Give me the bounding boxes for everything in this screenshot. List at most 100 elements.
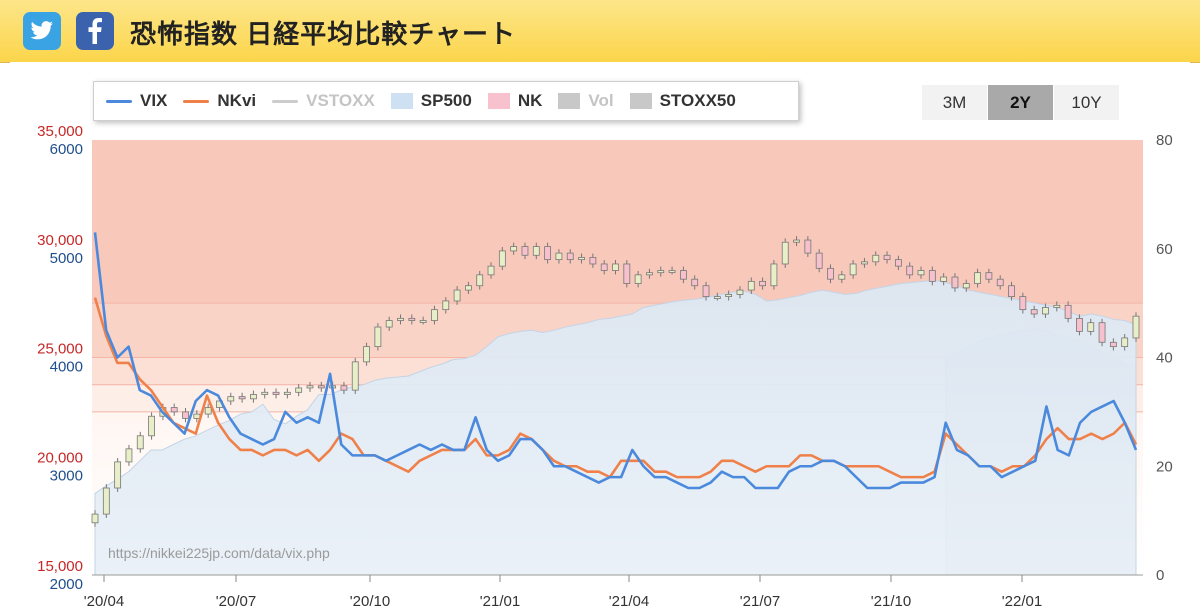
page-header: 恐怖指数 日経平均比較チャート (0, 0, 1200, 63)
nk-candle (1098, 318, 1106, 347)
nkvi-line (93, 297, 1138, 479)
sp500-area (94, 279, 1137, 576)
nk-candle (283, 388, 291, 399)
nk-candle (238, 392, 246, 403)
nk-candle (317, 381, 325, 392)
legend-item-vstoxx[interactable]: VSTOXX (272, 91, 375, 111)
nk-candle (419, 316, 427, 325)
nk-candle (747, 277, 755, 294)
nk-candle (1064, 301, 1072, 323)
x-axis-tick: '21/10 (871, 593, 911, 610)
nk-axis-tick: 25,000 (37, 341, 83, 358)
nk-candle (781, 238, 789, 268)
nk-candle (1109, 338, 1117, 351)
nk-candle (691, 275, 699, 290)
range-button-2y[interactable]: 2Y (988, 85, 1053, 120)
nk-candle (725, 290, 733, 301)
nk-candle (996, 275, 1004, 290)
x-axis-tick: '21/01 (480, 593, 520, 610)
nk-candle (102, 484, 110, 519)
sp500-axis-tick: 4000 (50, 359, 83, 376)
vix-axis-tick: 20 (1156, 458, 1173, 475)
nk-candle (634, 270, 642, 288)
vix-axis-tick: 0 (1156, 567, 1164, 584)
facebook-share-button[interactable] (76, 12, 114, 50)
nk-candle (1132, 312, 1140, 342)
legend-label: VIX (140, 91, 168, 110)
nk-candle (306, 381, 314, 392)
nk-candle (1121, 334, 1129, 351)
legend-item-nkvi[interactable]: NKvi (183, 91, 256, 111)
nk-candle (679, 266, 687, 284)
legend-swatch (390, 93, 413, 109)
twitter-share-button[interactable] (23, 12, 61, 50)
nk-candle (114, 457, 122, 492)
nk-candle (623, 260, 631, 288)
x-axis-tick: '20/10 (350, 593, 390, 610)
range-button-10y[interactable]: 10Y (1054, 85, 1119, 120)
nk-candle (578, 253, 585, 264)
legend-label: STOXX50 (659, 91, 736, 110)
x-axis-tick: '20/04 (84, 593, 124, 610)
vix-axis-tick: 80 (1156, 132, 1173, 149)
nk-candle (827, 264, 834, 284)
nk-candle (883, 251, 891, 264)
legend-item-sp500[interactable]: SP500 (390, 91, 472, 111)
nk-candle (759, 277, 766, 290)
nk-axis-tick: 20,000 (37, 449, 83, 466)
nk-candle (385, 316, 393, 331)
nk-candle (261, 388, 269, 399)
nk-candle (1030, 305, 1038, 318)
nk-candle (736, 286, 744, 299)
legend-item-vix[interactable]: VIX (106, 91, 167, 111)
nk-candle (476, 270, 484, 290)
nk-candle (1008, 281, 1015, 301)
sp500-axis-tick: 2000 (50, 576, 83, 593)
nk-candle (555, 249, 563, 264)
nk-candle (442, 297, 450, 314)
legend-swatch (183, 99, 210, 103)
nk-candle (566, 249, 574, 264)
nk-candle (906, 262, 914, 279)
nk-candle (453, 286, 461, 305)
nk-candle (498, 247, 506, 271)
nk-candle (544, 242, 552, 264)
nk-candle (487, 262, 495, 279)
range-button-3m[interactable]: 3M (922, 85, 987, 120)
legend-swatch (106, 99, 132, 103)
nk-candle (894, 255, 902, 271)
sp500-axis-tick: 6000 (50, 141, 83, 158)
legend-label: Vol (588, 91, 614, 110)
chart-legend: VIX NKvi VSTOXX SP500 NK Vol STOXX50 (93, 81, 799, 121)
nk-candle (600, 260, 608, 275)
nk-candle (917, 266, 925, 279)
nk-candle (951, 273, 959, 292)
nk-candle (702, 281, 710, 301)
nk-candle (713, 292, 721, 301)
nk-candle (646, 268, 653, 279)
legend-swatch (629, 93, 652, 109)
nk-candle (804, 236, 812, 258)
nk-candle (793, 236, 800, 247)
nk-candle (974, 268, 981, 288)
legend-item-vol[interactable]: Vol (558, 91, 614, 111)
legend-item-nk[interactable]: NK (487, 91, 543, 111)
nk-candle (849, 260, 857, 279)
legend-label: NK (517, 91, 543, 110)
vix-axis-tick: 60 (1156, 241, 1173, 258)
sp500-axis-tick: 5000 (50, 250, 83, 267)
watermark: https://nikkei225jp.com/data/vix.php (108, 545, 330, 561)
nk-candle (182, 407, 189, 423)
nk-candle (657, 266, 665, 277)
legend-item-stoxx50[interactable]: STOXX50 (629, 91, 736, 111)
nk-candle (1053, 301, 1061, 312)
twitter-icon (30, 21, 53, 40)
nk-candle (532, 242, 540, 260)
nk-candle (872, 251, 880, 266)
nk-candle (148, 412, 155, 440)
nk-candle (1087, 318, 1095, 336)
vix-line (93, 232, 1138, 490)
nk-candle (612, 260, 619, 275)
legend-swatch (272, 99, 299, 103)
